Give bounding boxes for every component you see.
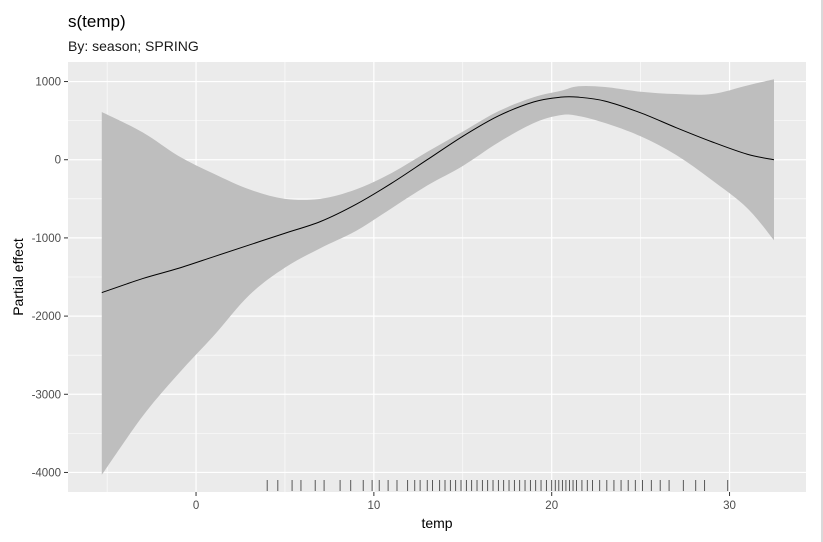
y-tick-label: 1000	[35, 77, 61, 89]
y-tick-label: -2000	[32, 311, 61, 323]
confidence-band	[101, 79, 774, 475]
x-tick-label: 0	[193, 500, 199, 512]
y-axis-title: Partial effect	[10, 238, 26, 316]
window-edge	[821, 0, 823, 542]
x-tick-label: 30	[723, 500, 736, 512]
y-tick-label: 0	[55, 155, 61, 167]
chart-subtitle: By: season; SPRING	[68, 38, 199, 54]
chart-title: s(temp)	[68, 12, 126, 31]
x-tick-label: 10	[367, 500, 380, 512]
y-tick-label: -4000	[32, 467, 61, 479]
y-tick-label: -1000	[32, 233, 61, 245]
x-tick-label: 20	[545, 500, 558, 512]
x-axis-title: temp	[421, 515, 452, 531]
smooth-effect-line	[101, 96, 775, 294]
rug-marks	[266, 480, 729, 491]
y-axis-ticks: 1000 0 -1000 -2000 -3000 -4000	[32, 77, 68, 479]
y-tick-label: -3000	[32, 389, 61, 401]
x-axis-ticks: 0 10 20 30	[193, 492, 736, 512]
